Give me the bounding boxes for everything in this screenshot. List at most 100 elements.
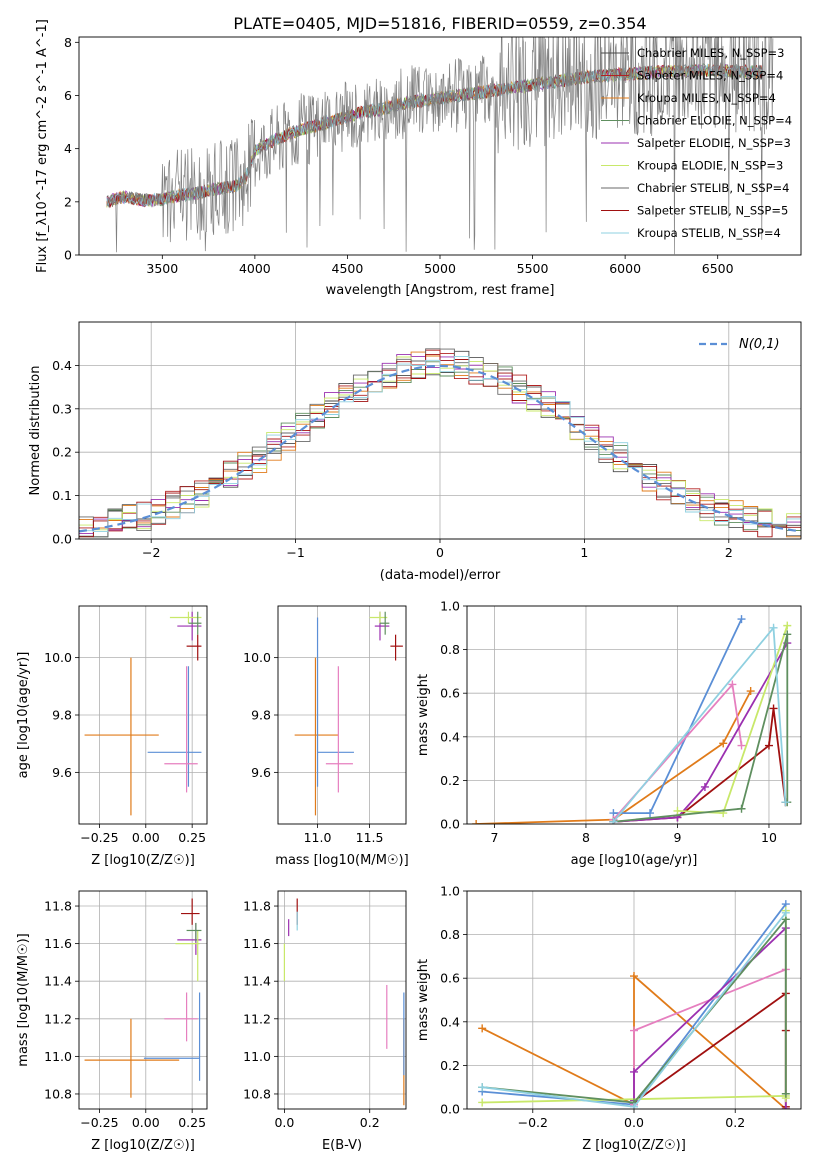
plot-area — [472, 615, 792, 824]
y-tick-label: 2 — [64, 194, 72, 209]
y-tick-label: 8 — [64, 35, 72, 50]
y-tick-label: 11.0 — [243, 1049, 271, 1064]
mass-weight-line — [633, 968, 787, 1105]
y-tick-label: 0.2 — [440, 773, 460, 788]
axes-frame — [78, 890, 208, 1110]
plus-marker — [783, 621, 792, 630]
legend-entry: Kroupa STELIB, N_SSP=4 — [637, 226, 781, 240]
y-tick-label: 11.2 — [243, 1011, 271, 1026]
x-tick-label: 4500 — [332, 261, 364, 276]
y-tick-label: 9.8 — [251, 708, 271, 723]
y-tick-label: 0 — [64, 248, 72, 263]
axes-frame — [78, 321, 802, 540]
x-tick-label: −2 — [142, 545, 160, 560]
x-tick-label: 6000 — [609, 261, 641, 276]
x-tick-label: 0.00 — [132, 830, 160, 845]
y-axis-label: mass weight — [416, 674, 431, 756]
axes-frame — [78, 605, 208, 825]
y-tick-label: 10.0 — [44, 650, 72, 665]
plot-area — [478, 900, 790, 1109]
axes-frame — [466, 605, 802, 825]
histogram-series — [79, 354, 801, 538]
x-tick-label: 0 — [436, 545, 444, 560]
y-tick-label: 11.6 — [243, 936, 271, 951]
y-tick-label: 0.4 — [440, 1014, 460, 1029]
y-tick-label: 0.2 — [52, 445, 72, 460]
panel-mass_vs_EBV: 0.0 0.2 10.8 11.0 11.2 11.4 11.6 11.8 E(B-V) — [243, 890, 407, 1153]
legend-entry: Salpeter ELODIE, N_SSP=3 — [637, 136, 791, 150]
y-tick-label: 0.8 — [440, 642, 460, 657]
plus-marker — [472, 820, 481, 824]
axes-frame — [277, 605, 407, 825]
y-tick-label: 0.6 — [440, 686, 460, 701]
y-tick-label: 0.4 — [52, 358, 72, 373]
plus-marker — [673, 806, 682, 815]
x-tick-label: 0.0 — [624, 1115, 644, 1130]
y-tick-label: 4 — [64, 141, 72, 156]
panel-mass_weight_vs_age: 7 8 9 10 0.0 0.2 0.4 0.6 0.8 1.0 age [log10(age/yr… — [416, 599, 802, 868]
plus-marker — [478, 1024, 487, 1033]
legend-entry: Kroupa ELODIE, N_SSP=3 — [637, 159, 783, 173]
plus-marker — [630, 1067, 638, 1076]
x-axis-label: wavelength [Angstrom, rest frame] — [326, 283, 555, 298]
legend-entry: Salpeter MILES, N_SSP=4 — [637, 69, 783, 83]
legend-entry: N(0,1) — [739, 337, 780, 352]
y-tick-label: 9.6 — [251, 765, 271, 780]
plus-marker — [478, 1083, 487, 1092]
y-tick-label: 0.1 — [52, 488, 72, 503]
plus-marker — [764, 741, 773, 750]
y-axis-label: mass [log10(M/M☉)] — [16, 933, 31, 1066]
axes-frame — [78, 36, 802, 256]
x-axis-label: (data-model)/error — [380, 568, 501, 583]
plot-area — [283, 898, 405, 1106]
y-tick-label: 0.3 — [52, 401, 72, 416]
plot-area — [84, 611, 202, 816]
y-tick-label: 0.6 — [440, 971, 460, 986]
x-axis-label: mass [log10(M/M☉)] — [275, 853, 408, 868]
x-tick-label: 0.25 — [178, 830, 206, 845]
legend-entry: Kroupa MILES, N_SSP=4 — [637, 91, 776, 105]
x-axis-label: E(B-V) — [322, 1138, 362, 1153]
y-tick-label: 10.8 — [44, 1086, 72, 1101]
x-tick-label: −0.25 — [80, 1115, 118, 1130]
histogram-series — [79, 349, 801, 532]
axes-frame — [466, 890, 802, 1110]
histogram-series — [79, 348, 801, 538]
legend-entry: Salpeter STELIB, N_SSP=5 — [637, 204, 788, 218]
x-axis-label: Z [log10(Z/Z☉)] — [582, 1138, 686, 1153]
figure-title: PLATE=0405, MJD=51816, FIBERID=0559, z=0… — [233, 14, 646, 33]
plus-marker — [630, 1026, 638, 1035]
x-tick-label: 0.0 — [274, 1115, 294, 1130]
mass-weight-line — [613, 642, 789, 823]
y-tick-label: 11.4 — [44, 974, 72, 989]
axes-frame — [277, 890, 407, 1110]
x-tick-label: 0.25 — [178, 1115, 206, 1130]
plus-marker — [609, 817, 618, 824]
x-tick-label: −1 — [286, 545, 304, 560]
y-tick-label: 0.0 — [52, 532, 72, 547]
y-tick-label: 11.8 — [243, 899, 271, 914]
mass-weight-line — [613, 708, 787, 823]
x-tick-label: 11.0 — [304, 830, 332, 845]
plus-marker — [478, 1098, 487, 1107]
panel-age_vs_mass: 11.0 11.5 9.6 9.8 10.0 mass [log10(M/M☉)] — [243, 605, 409, 868]
normal-curve — [79, 364, 801, 533]
y-axis-label: Normed distribution — [28, 366, 43, 496]
mass-weight-line — [633, 926, 787, 1109]
plus-marker — [630, 1102, 638, 1109]
plus-marker — [781, 798, 790, 807]
y-tick-label: 0.0 — [440, 1102, 460, 1117]
y-tick-label: 1.0 — [440, 884, 460, 899]
y-tick-label: 0.2 — [440, 1058, 460, 1073]
y-tick-label: 9.6 — [52, 765, 72, 780]
legend-entry: Chabrier ELODIE, N_SSP=4 — [637, 114, 792, 128]
x-tick-label: 0.2 — [725, 1115, 745, 1130]
x-tick-label: 7 — [490, 830, 498, 845]
y-tick-label: 11.4 — [243, 974, 271, 989]
panel-age_vs_Z: −0.25 0.00 0.25 9.6 9.8 10.0 Z [log10(Z/Z☉)] ag… — [16, 605, 208, 868]
observed-spectrum-line — [106, 37, 774, 255]
x-tick-label: −0.2 — [518, 1115, 548, 1130]
x-tick-label: 5500 — [517, 261, 549, 276]
panel-residual_histogram: −2 −1 0 1 2 0.0 0.1 0.2 0.3 0.4 (data-model)/error… — [28, 321, 802, 583]
